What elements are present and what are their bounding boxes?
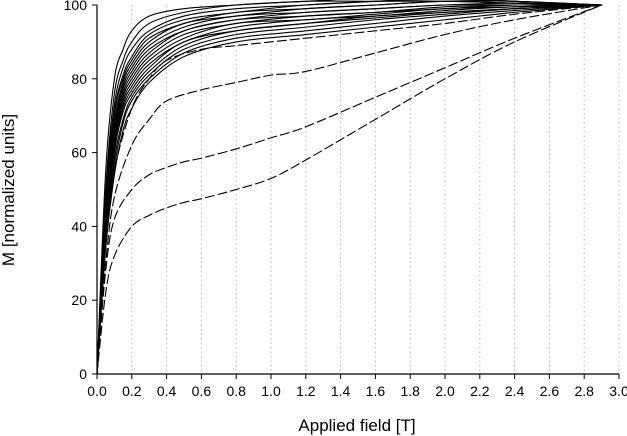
x-tick-label: 2.4 xyxy=(505,383,525,399)
series-line-dashed-18 xyxy=(96,4,603,375)
x-tick-label: 3.0 xyxy=(609,383,627,399)
series-line-solid-3 xyxy=(96,0,603,375)
x-tick-labels: 0.0 0.2 0.4 0.6 0.8 1.0 1.2 1.4 1.6 1.8 2.0 2.2 2.4 2… xyxy=(87,383,627,399)
x-axis-title: Applied field [T] xyxy=(298,416,415,435)
x-tick-label: 1.2 xyxy=(296,383,316,399)
y-tick-label: 60 xyxy=(71,145,87,161)
series-group xyxy=(96,0,603,375)
y-tick-labels: 0 20 40 60 80 100 xyxy=(64,0,88,382)
x-tick-label: 0.8 xyxy=(226,383,246,399)
x-tick-label: 2.6 xyxy=(540,383,560,399)
x-tick-label: 1.4 xyxy=(331,383,351,399)
series-line-solid-15 xyxy=(96,4,603,375)
x-tick-label: 0.0 xyxy=(87,383,107,399)
series-line-dashed-19 xyxy=(96,4,603,375)
y-tick-label: 100 xyxy=(64,0,88,13)
x-tick-label: 0.4 xyxy=(157,383,177,399)
y-tick-label: 20 xyxy=(71,292,87,308)
x-tick-label: 1.0 xyxy=(261,383,281,399)
series-line-dashed-21 xyxy=(96,4,603,375)
x-tick-label: 0.6 xyxy=(192,383,212,399)
x-tick-label: 0.2 xyxy=(122,383,142,399)
series-line-solid-17 xyxy=(96,4,603,375)
y-axis-title: M [normalized units] xyxy=(0,114,18,266)
series-line-dashed-20 xyxy=(96,4,603,375)
x-tick-label: 2.0 xyxy=(435,383,455,399)
x-tick-label: 2.8 xyxy=(574,383,594,399)
y-tick-label: 40 xyxy=(71,218,87,234)
series-line-solid-2 xyxy=(96,0,603,375)
x-tick-label: 1.8 xyxy=(400,383,420,399)
y-tick-label: 80 xyxy=(71,71,87,87)
plot-area xyxy=(97,5,619,374)
y-tick-label: 0 xyxy=(79,366,87,382)
series-line-solid-16 xyxy=(96,4,603,375)
x-tick-label: 2.2 xyxy=(470,383,490,399)
x-tick-label: 1.6 xyxy=(366,383,386,399)
axes xyxy=(92,4,620,379)
series-line-solid-14 xyxy=(96,4,603,375)
